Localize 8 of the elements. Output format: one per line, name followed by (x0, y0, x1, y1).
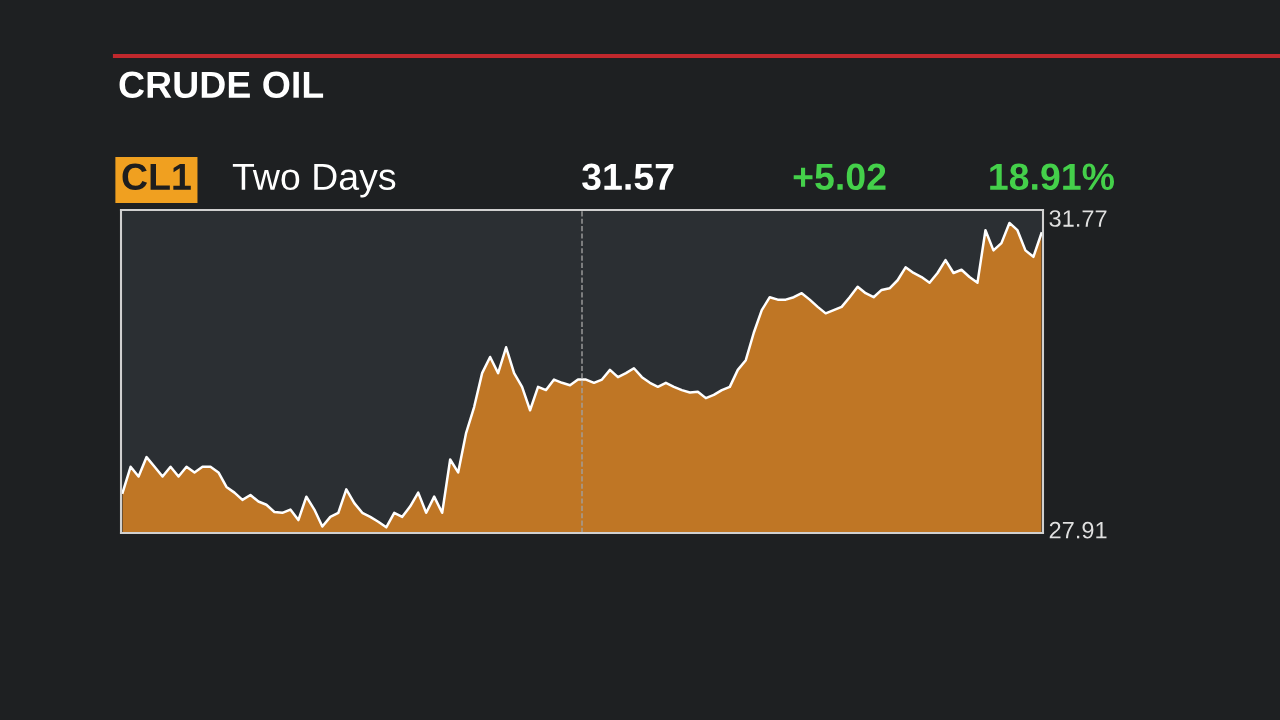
chart-title: CRUDE OIL (119, 71, 324, 99)
text: 31.57 (582, 163, 674, 191)
text: CL1 (122, 163, 191, 191)
text: +5.02 (793, 163, 886, 191)
y-tick-label: 31.77 (1049, 210, 1107, 227)
y-tick-label: 27.91 (1049, 521, 1107, 539)
text: 18.91% (990, 163, 1115, 191)
text: Two Days (232, 163, 396, 198)
